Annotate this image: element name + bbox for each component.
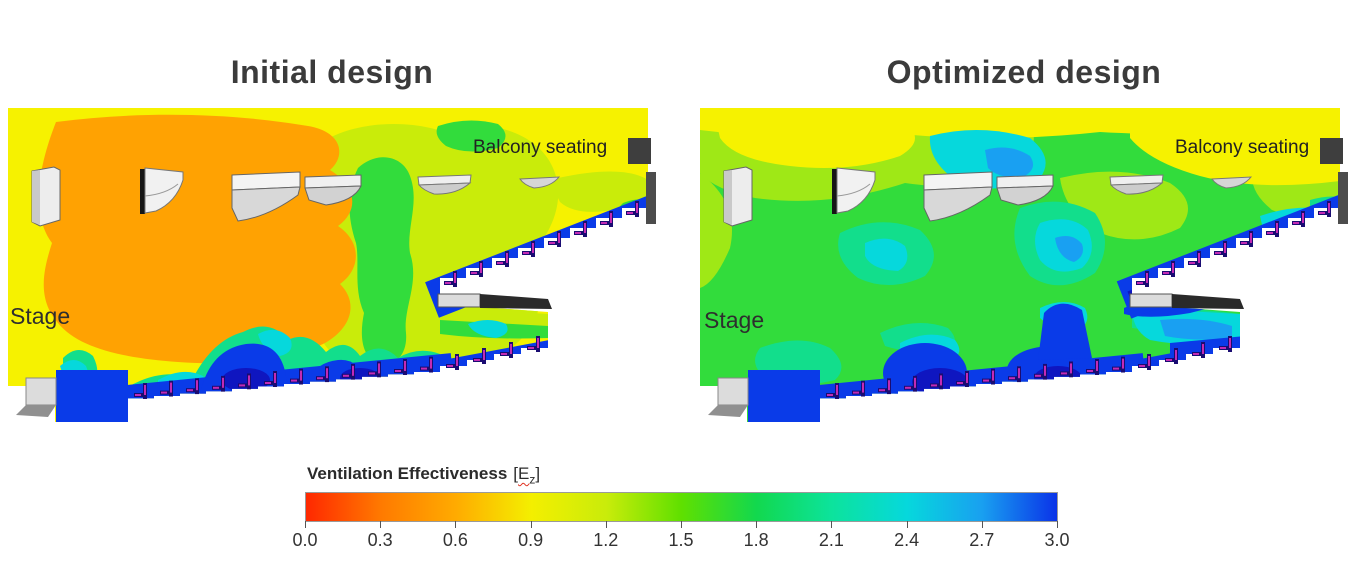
contour-blue-plume (1038, 303, 1092, 360)
colorbar-bracket-open: [ (513, 464, 519, 483)
colorbar-tick-label: 0.0 (292, 530, 318, 550)
colorbar-tick (681, 521, 682, 528)
contour-orange-region (38, 114, 356, 364)
initial-contour-field (8, 108, 648, 422)
panel-title-optimized: Optimized design (886, 54, 1162, 90)
contour-cyan-wisp (620, 216, 643, 234)
colorbar-gradient (305, 492, 1058, 522)
contour-darkblue-accent (340, 368, 380, 388)
contour-yellow-balconyair (1130, 113, 1340, 186)
contour-cyan-midleft (865, 238, 908, 271)
contour-darkblue-accent (222, 368, 270, 392)
colorbar-tick (605, 521, 607, 528)
colorbar-tick (831, 521, 833, 528)
panel-optimized-design (700, 108, 1349, 422)
colorbar-tick (906, 521, 908, 528)
colorbar-tick-label: 0.9 (518, 530, 544, 550)
contour-skyblue-center (1055, 236, 1083, 262)
colorbar-tick-label: 1.8 (743, 530, 769, 550)
contour-yellow-leftpatch (715, 112, 915, 169)
contour-blue-pit (748, 370, 820, 422)
contour-cyan-wisp (258, 329, 292, 356)
balcony-label-initial: Balcony seating (473, 137, 608, 158)
contour-skyblue-balcony (1255, 231, 1334, 259)
colorbar-tick (530, 521, 532, 528)
colorbar-symbol: Ez (518, 464, 536, 487)
panel-initial-design (8, 108, 657, 422)
colorbar-tick-label: 1.5 (668, 530, 694, 550)
contour-darkblue-accent (512, 268, 544, 284)
colorbar-tick-label: 2.7 (969, 530, 995, 550)
colorbar-tick (1057, 521, 1058, 528)
contour-darkblue-accent (1034, 366, 1082, 390)
colorbar-title-text: Ventilation Effectiveness (307, 464, 508, 483)
colorbar-tick (981, 521, 983, 528)
stage-label-initial: Stage (10, 303, 71, 329)
colorbar-tick (756, 521, 758, 528)
contour-skyblue-core (985, 147, 1034, 177)
colorbar-tick-label: 2.1 (818, 530, 844, 550)
contour-cyan-wisp (468, 320, 508, 338)
colorbar-tick-label: 0.6 (442, 530, 468, 550)
contour-underbalcony-lime (440, 306, 548, 326)
colorbar-tick (380, 521, 382, 528)
colorbar-tick-label: 0.3 (367, 530, 393, 550)
contour-yellowgreen-wall (555, 171, 648, 212)
contour-green-top (436, 120, 506, 152)
panel-title-initial: Initial design (230, 54, 434, 90)
colorbar-tick (455, 521, 457, 528)
colorbar-title: Ventilation Effectiveness [Ez] (307, 464, 540, 486)
colorbar-tick-label: 3.0 (1044, 530, 1070, 550)
colorbar-tick (305, 521, 306, 528)
colorbar-tick-label: 2.4 (894, 530, 920, 550)
contour-skyblue-underbalcony (1160, 318, 1232, 340)
colorbar-bracket-close: ] (535, 464, 541, 483)
contour-green-plume (349, 157, 414, 365)
contour-blue-pit (56, 370, 128, 422)
balcony-label-optimized: Balcony seating (1175, 137, 1310, 158)
colorbar-tick-label: 1.2 (593, 530, 619, 550)
optimized-contour-field (700, 108, 1340, 422)
stage-label-optimized: Stage (704, 307, 765, 333)
